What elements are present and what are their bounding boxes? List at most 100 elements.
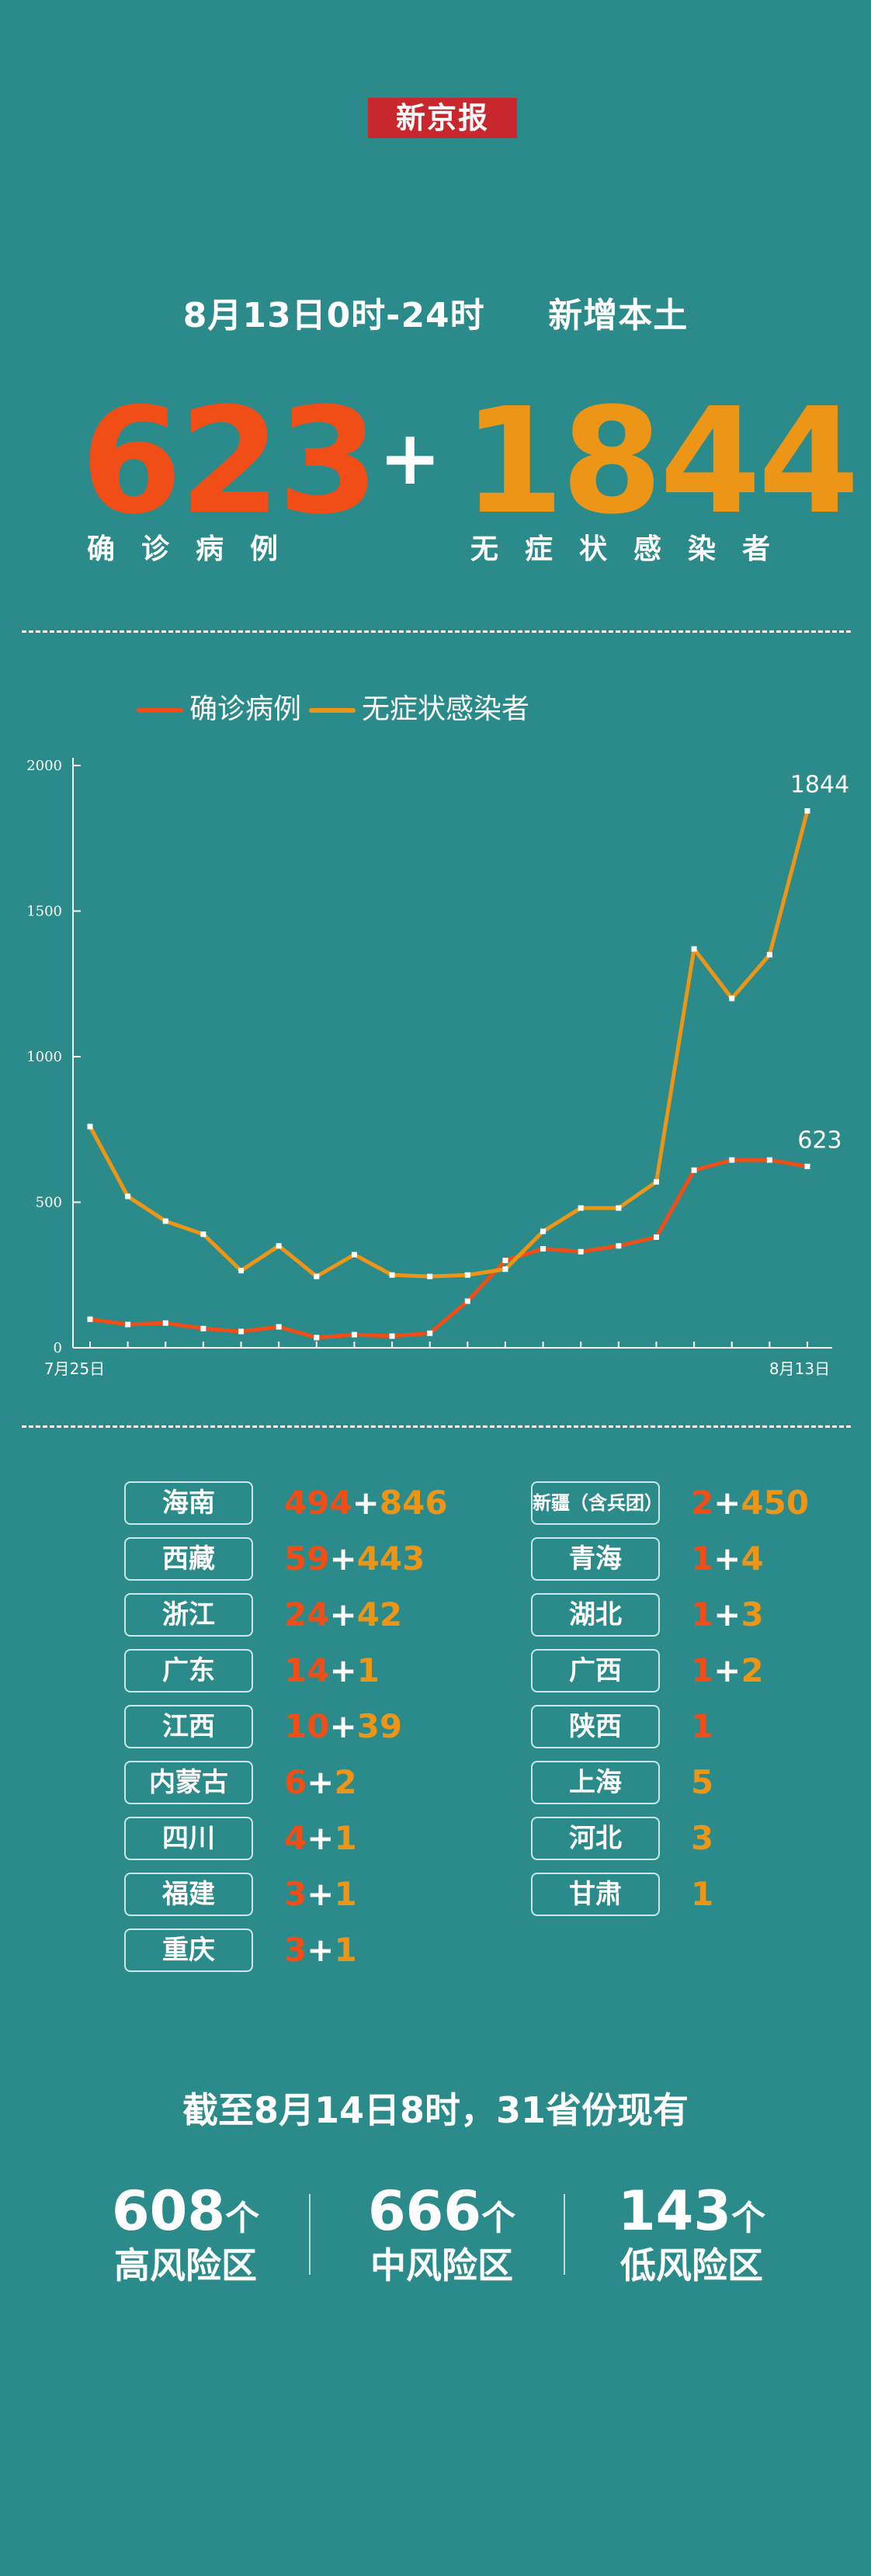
end-value-label: 1844	[790, 772, 849, 799]
data-point	[125, 1321, 131, 1328]
risk-high-unit: 个	[225, 2199, 260, 2238]
risk-high: 608个 高风险区	[57, 2180, 314, 2289]
province-value: 14+1	[284, 1649, 380, 1692]
province-asymptomatic: 1	[334, 1931, 357, 1969]
province-plus: +	[713, 1540, 741, 1578]
legend-confirmed-label: 确诊病例	[189, 693, 302, 725]
province-asymptomatic: 2	[741, 1651, 764, 1689]
province-name: 福建	[124, 1873, 253, 1916]
data-point	[162, 1320, 168, 1326]
province-confirmed: 3	[284, 1931, 307, 1969]
data-point	[653, 1234, 659, 1240]
data-point	[691, 946, 697, 952]
asymptomatic-total: 1844	[463, 377, 859, 547]
province-value: 5	[691, 1761, 713, 1804]
province-asymptomatic: 3	[691, 1819, 714, 1857]
data-point	[314, 1273, 320, 1279]
data-point	[578, 1205, 584, 1211]
data-point	[389, 1333, 395, 1339]
province-value: 1+4	[691, 1537, 764, 1581]
data-point	[87, 1316, 93, 1322]
province-asymptomatic: 2	[334, 1763, 357, 1801]
province-plus: +	[713, 1484, 741, 1522]
risk-low-unit: 个	[731, 2199, 766, 2238]
data-point	[502, 1258, 508, 1263]
risk-high-count: 608	[111, 2179, 226, 2243]
confirmed-label: 确诊病例	[87, 533, 305, 565]
province-confirmed: 6	[284, 1763, 307, 1801]
province-name: 河北	[531, 1817, 660, 1860]
province-plus: +	[307, 1763, 335, 1801]
province-plus: +	[713, 1651, 741, 1689]
y-tick-label: 0	[54, 1340, 62, 1356]
province-confirmed: 494	[284, 1484, 352, 1522]
data-point	[200, 1325, 206, 1331]
data-point	[389, 1272, 395, 1278]
province-confirmed: 24	[284, 1595, 330, 1633]
province-value: 1	[691, 1705, 713, 1748]
province-value: 1	[691, 1873, 713, 1916]
risk-high-label: 高风险区	[114, 2244, 257, 2286]
province-confirmed: 14	[284, 1651, 330, 1689]
risk-low-count: 143	[617, 2179, 732, 2243]
risk-low: 143个 低风险区	[564, 2180, 820, 2289]
data-point	[200, 1231, 206, 1238]
province-confirmed: 4	[284, 1819, 307, 1857]
province-value: 494+846	[284, 1481, 448, 1525]
province-asymptomatic: 1	[356, 1651, 380, 1689]
plus-sign: +	[379, 415, 442, 502]
province-asymptomatic: 846	[379, 1484, 448, 1522]
province-name: 四川	[124, 1817, 253, 1860]
end-value-label: 623	[797, 1127, 842, 1154]
risk-divider-2	[564, 2194, 565, 2275]
province-confirmed: 2	[691, 1484, 714, 1522]
data-point	[766, 1157, 772, 1163]
data-point	[653, 1179, 659, 1185]
province-plus: +	[329, 1540, 357, 1578]
province-asymptomatic: 450	[741, 1484, 810, 1522]
province-value: 3+1	[284, 1929, 357, 1972]
province-plus: +	[352, 1484, 380, 1522]
data-point	[276, 1243, 282, 1249]
legend-asymptomatic-swatch	[309, 708, 356, 713]
province-confirmed: 3	[284, 1875, 307, 1913]
province-name: 内蒙古	[124, 1761, 253, 1804]
province-value: 10+39	[284, 1705, 402, 1748]
province-name: 陕西	[531, 1705, 660, 1748]
data-point	[314, 1335, 320, 1341]
data-point	[540, 1228, 547, 1234]
data-point	[502, 1266, 508, 1272]
y-tick-label: 1000	[26, 1049, 62, 1065]
province-name: 江西	[124, 1705, 253, 1748]
data-point	[464, 1298, 470, 1304]
province-asymptomatic: 4	[741, 1540, 764, 1578]
province-value: 24+42	[284, 1593, 402, 1637]
y-tick-label: 1500	[26, 904, 62, 920]
series-line-1	[88, 810, 810, 1279]
province-confirmed: 1	[691, 1595, 714, 1633]
data-point	[540, 1246, 547, 1252]
series-line-0	[89, 1158, 808, 1340]
y-tick-label: 2000	[26, 758, 62, 774]
data-point	[87, 1123, 93, 1130]
province-name: 青海	[531, 1537, 660, 1581]
data-point	[804, 808, 810, 814]
province-value: 1+3	[691, 1593, 764, 1637]
risk-medium-unit: 个	[481, 2199, 516, 2238]
data-point	[464, 1272, 470, 1278]
province-confirmed: 59	[284, 1540, 330, 1578]
confirmed-total: 623	[81, 377, 379, 547]
data-point	[276, 1324, 282, 1330]
province-plus: +	[307, 1875, 335, 1913]
province-name: 重庆	[124, 1929, 253, 1972]
province-confirmed: 1	[691, 1540, 714, 1578]
data-point	[729, 995, 735, 1002]
risk-medium: 666个 中风险区	[314, 2180, 570, 2289]
province-name: 广东	[124, 1649, 253, 1692]
headline: 8月13日0时-24时 新增本土	[182, 296, 689, 335]
asymptomatic-label: 无症状感染者	[470, 533, 797, 565]
province-value: 4+1	[284, 1817, 357, 1860]
province-asymptomatic: 42	[356, 1595, 403, 1633]
data-point	[162, 1218, 168, 1224]
province-name: 新疆（含兵团）	[531, 1481, 663, 1525]
